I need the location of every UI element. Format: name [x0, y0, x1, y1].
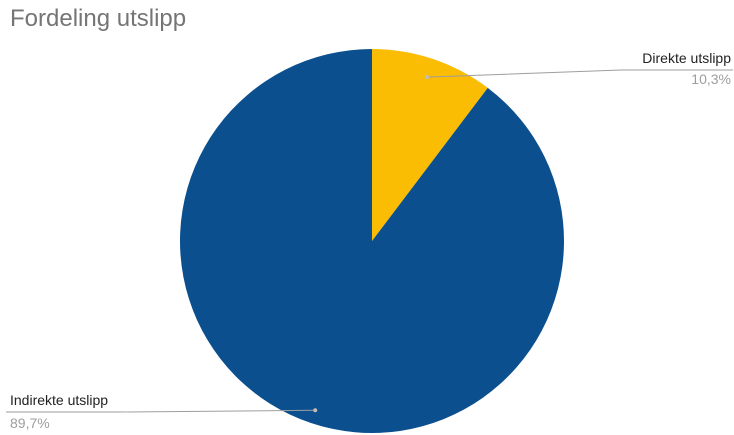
callout-direkte-utslipp: Direkte utslipp 10,3%	[424, 50, 733, 87]
callout-dot	[424, 75, 429, 80]
chart-title: Fordeling utslipp	[10, 5, 187, 32]
pie-slice-indirekte-utslipp	[180, 49, 564, 434]
callout-line	[426, 69, 733, 78]
slice-label-direkte-utslipp: Direkte utslipp	[642, 50, 731, 66]
slice-value-indirekte-utslipp: 89,7%	[10, 415, 50, 431]
pie-slice-direkte-utslipp	[372, 49, 488, 241]
callout-dot	[313, 408, 318, 413]
slice-label-indirekte-utslipp: Indirekte utslipp	[10, 392, 108, 408]
callout-indirekte-utslipp: Indirekte utslipp 89,7%	[6, 392, 318, 431]
callout-line	[6, 409, 316, 413]
slice-value-direkte-utslipp: 10,3%	[691, 71, 731, 87]
